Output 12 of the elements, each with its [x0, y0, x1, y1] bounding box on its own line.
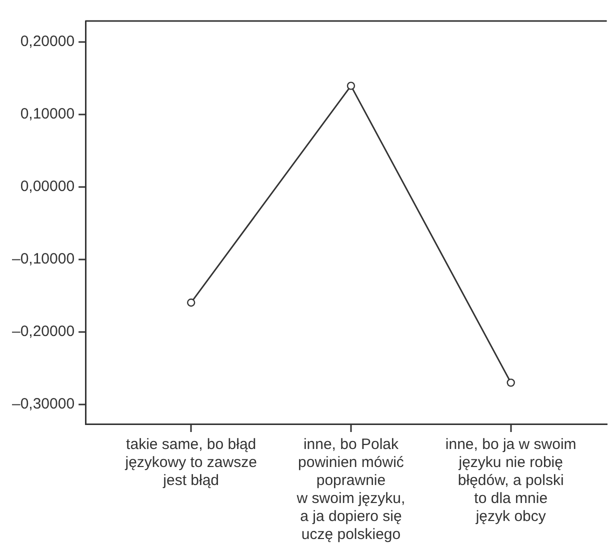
- y-tick-label: 0,20000: [20, 33, 75, 50]
- y-tick-label: –0,10000: [12, 250, 75, 268]
- x-tick-label: inne, bo ja w swoim języku nie robię błędów, a polski to dla mnie język obcy: [445, 436, 576, 526]
- point: [506, 378, 515, 387]
- x-tick-label: takie same, bo błąd językowy to zawsze jest błąd: [124, 436, 257, 490]
- y-tick-label: 0,10000: [20, 106, 75, 123]
- y-tick-label: –0,20000: [12, 323, 75, 340]
- point: [186, 298, 196, 307]
- point: [346, 82, 356, 90]
- x-tick-label: inne, bo Polak powinien mówić poprawnie w swoim języku, a ja dopiero się uczę polskiego: [296, 436, 406, 544]
- y-tick-label: –0,30000: [12, 396, 75, 413]
- y-tick-label: 0,00000: [20, 178, 75, 196]
